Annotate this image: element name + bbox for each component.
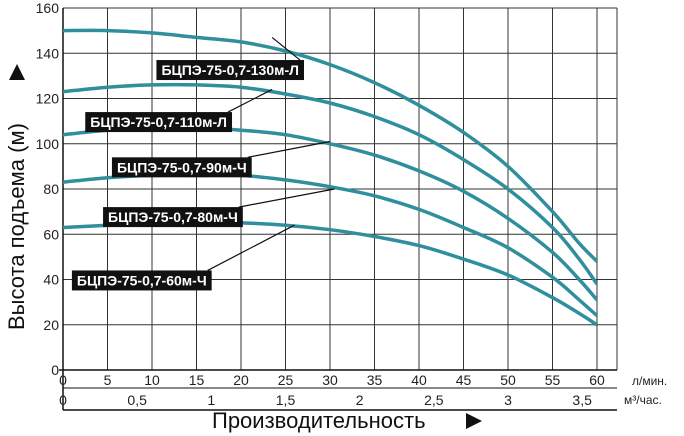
x-tick-label-m3h: 0,5 [127, 392, 147, 408]
series-label-3: БЦПЭ-75-0,7-90м-Ч [111, 140, 331, 178]
x-tick-label-lmin: 15 [189, 372, 205, 388]
y-tick-label: 20 [43, 317, 59, 333]
x-tick-label-m3h: 3 [504, 392, 512, 408]
y-axis-title: Высота подъема (м) [4, 123, 29, 330]
y-axis-arrow-icon [9, 64, 25, 80]
x-unit-m3h: м³/час. [624, 393, 662, 407]
x-tick-label-m3h: 0 [59, 392, 67, 408]
x-tick-label-lmin: 25 [278, 372, 294, 388]
series-label-box [103, 207, 243, 228]
x-tick-label-m3h: 2 [356, 392, 364, 408]
series-label-text: БЦПЭ-75-0,7-80м-Ч [108, 209, 238, 225]
x-axis-title: Производительность [212, 408, 426, 433]
x-tick-label-lmin: 30 [322, 372, 338, 388]
y-axis-title-group: Высота подъема (м) [4, 64, 29, 330]
x-tick-labels-m3h: 0 0,5 1 1,5 2 2,5 3 3,5 [59, 392, 592, 408]
x-axis-title-group: Производительность [212, 408, 482, 433]
y-tick-label: 120 [36, 91, 60, 107]
x-tick-label-m3h: 1,5 [276, 392, 296, 408]
x-tick-label-lmin: 50 [500, 372, 516, 388]
series-label-2: БЦПЭ-75-0,7-110м-Л [85, 88, 273, 133]
y-tick-label: 0 [51, 362, 59, 378]
y-tick-label: 140 [36, 45, 60, 61]
series-label-1: БЦПЭ-75-0,7-130м-Л [156, 36, 304, 81]
series-label-leader [227, 88, 273, 113]
x-tick-label-m3h: 3,5 [572, 392, 592, 408]
series-labels: БЦПЭ-75-0,7-130м-Л БЦПЭ-75-0,7-110м-Л БЦПЭ… [71, 36, 335, 291]
y-tick-label: 100 [36, 136, 60, 152]
series-curve-2 [63, 82, 597, 286]
series-label-box [85, 112, 233, 133]
x-tick-label-lmin: 0 [59, 372, 67, 388]
x-tick-label-m3h: 1 [207, 392, 215, 408]
series-label-5: БЦПЭ-75-0,7-60м-Ч [71, 224, 295, 291]
series-label-leader [271, 36, 301, 61]
y-tick-label: 80 [43, 181, 59, 197]
axes [59, 8, 617, 411]
x-tick-label-lmin: 55 [545, 372, 561, 388]
x-unit-lmin: л/мин. [632, 374, 667, 388]
y-tick-label: 40 [43, 272, 59, 288]
y-tick-label: 60 [43, 226, 59, 242]
x-tick-label-lmin: 10 [144, 372, 160, 388]
grid [62, 7, 618, 371]
series-label-box [111, 157, 252, 178]
series-label-text: БЦПЭ-75-0,7-130м-Л [161, 62, 299, 78]
series-label-box [156, 60, 304, 81]
x-tick-labels-lmin: 0 5 10 15 20 25 30 35 40 45 50 55 60 [59, 372, 605, 388]
x-tick-label-lmin: 20 [233, 372, 249, 388]
series-label-text: БЦПЭ-75-0,7-90м-Ч [117, 159, 247, 175]
series-label-leader [247, 140, 331, 158]
x-axis-arrow-icon [466, 413, 482, 429]
x-tick-label-lmin: 35 [367, 372, 383, 388]
x-tick-label-lmin: 5 [104, 372, 112, 388]
x-tick-label-lmin: 40 [411, 372, 427, 388]
series-curve-1 [63, 28, 597, 264]
x-tick-label-lmin: 60 [589, 372, 605, 388]
series-label-4: БЦПЭ-75-0,7-80м-Ч [103, 188, 335, 228]
series-label-leader [238, 188, 335, 208]
series-label-leader [207, 224, 295, 271]
series-label-box [71, 270, 212, 291]
series-label-text: БЦПЭ-75-0,7-60м-Ч [77, 272, 207, 288]
x-tick-label-m3h: 2,5 [424, 392, 444, 408]
x-tick-label-lmin: 45 [456, 372, 472, 388]
series-label-text: БЦПЭ-75-0,7-110м-Л [90, 114, 227, 130]
y-tick-label: 160 [36, 0, 60, 16]
y-tick-labels: 0 20 40 60 80 100 120 140 160 [36, 0, 60, 378]
